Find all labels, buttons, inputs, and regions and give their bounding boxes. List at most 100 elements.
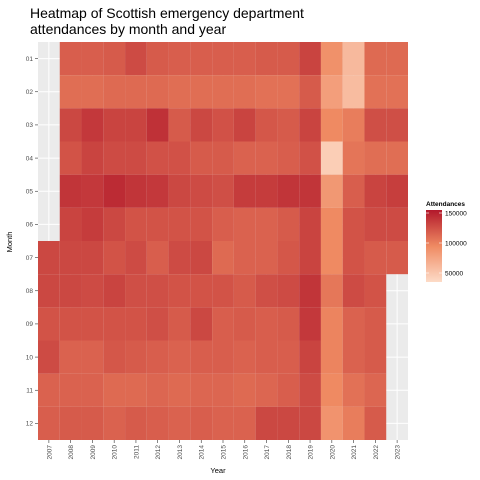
x-tick-label: 2013	[177, 445, 184, 460]
heatmap-cell	[125, 307, 147, 341]
heatmap-cell	[277, 75, 300, 109]
heatmap-cell	[255, 108, 278, 142]
heatmap-cell	[81, 373, 104, 407]
heatmap-cell	[146, 340, 169, 374]
heatmap-cell	[81, 207, 104, 241]
x-tick-label: 2023	[395, 445, 402, 460]
y-tick-label: 08	[26, 288, 34, 295]
heatmap-cell	[212, 406, 234, 440]
heatmap-cell	[277, 340, 300, 374]
heatmap-cell	[146, 42, 169, 76]
heatmap-cell	[233, 174, 256, 208]
heatmap-cell	[125, 174, 147, 208]
heatmap-cell	[277, 141, 300, 175]
heatmap-cell	[320, 406, 343, 440]
heatmap-cell	[168, 108, 191, 142]
heatmap-cell	[299, 42, 321, 76]
x-tick-label: 2015	[221, 445, 228, 460]
heatmap-cell	[386, 141, 408, 175]
heatmap-cell	[59, 307, 82, 341]
x-tick-label: 2018	[286, 445, 293, 460]
heatmap-cell	[212, 241, 234, 275]
heatmap-cell	[168, 340, 191, 374]
heatmap-cell	[342, 108, 365, 142]
heatmap-cell	[190, 75, 213, 109]
legend-tick-label: 50000	[445, 270, 463, 277]
heatmap-cell	[190, 274, 213, 308]
heatmap-cell	[81, 174, 104, 208]
heatmap-cell	[299, 340, 321, 374]
heatmap-cell	[320, 108, 343, 142]
heatmap-cell	[364, 42, 387, 76]
heatmap-cell	[103, 42, 126, 76]
heatmap-cell	[59, 241, 82, 275]
heatmap-cell	[212, 373, 234, 407]
heatmap-cell	[233, 307, 256, 341]
heatmap-cell	[168, 406, 191, 440]
heatmap-cell	[255, 373, 278, 407]
heatmap-cell	[299, 174, 321, 208]
heatmap-cell	[103, 274, 126, 308]
x-tick-label: 2017	[264, 445, 271, 460]
heatmap-cell	[190, 108, 213, 142]
heatmap-cell	[277, 406, 300, 440]
heatmap-cell	[190, 307, 213, 341]
heatmap-cell	[299, 141, 321, 175]
x-tick-label: 2008	[68, 445, 75, 460]
heatmap-cell	[233, 75, 256, 109]
heatmap-cell	[168, 241, 191, 275]
heatmap-cell	[255, 75, 278, 109]
heatmap-cell	[81, 241, 104, 275]
heatmap-cell	[59, 42, 82, 76]
chart-title: Heatmap of Scottish emergency department…	[30, 5, 304, 37]
heatmap-cell	[103, 241, 126, 275]
heatmap-cell	[364, 141, 387, 175]
heatmap-cell	[320, 241, 343, 275]
heatmap-cell	[277, 241, 300, 275]
heatmap-cell	[168, 42, 191, 76]
heatmap-cell	[212, 141, 234, 175]
heatmap-cell	[103, 207, 126, 241]
y-axis-title: Month	[5, 232, 14, 253]
heatmap-cell	[320, 340, 343, 374]
heatmap-cell	[342, 241, 365, 275]
x-tick-label: 2011	[133, 445, 140, 459]
y-tick-label: 03	[26, 122, 34, 129]
heatmap-cell	[320, 207, 343, 241]
heatmap-cell	[81, 42, 104, 76]
heatmap-cell	[386, 42, 408, 76]
heatmap-cell	[59, 274, 82, 308]
heatmap-cell	[299, 207, 321, 241]
heatmap-cell	[364, 373, 387, 407]
x-tick-label: 2020	[329, 445, 336, 460]
heatmap-cell	[364, 406, 387, 440]
heatmap-cell	[364, 75, 387, 109]
heatmap-cell	[103, 75, 126, 109]
heatmap-cell	[146, 373, 169, 407]
heatmap-cell	[168, 373, 191, 407]
heatmap-cell	[255, 340, 278, 374]
heatmap-cell	[299, 307, 321, 341]
heatmap-cell	[190, 42, 213, 76]
heatmap-cell	[59, 141, 82, 175]
heatmap-cell	[81, 406, 104, 440]
heatmap-cell	[386, 108, 408, 142]
y-tick-label: 09	[26, 321, 34, 328]
heatmap-cell	[190, 207, 213, 241]
chart-title-line-1: Heatmap of Scottish emergency department	[30, 5, 304, 21]
heatmap-cell	[146, 406, 169, 440]
heatmap-cell	[81, 75, 104, 109]
heatmap-cell	[320, 42, 343, 76]
heatmap-cell	[168, 174, 191, 208]
heatmap-cell	[146, 241, 169, 275]
heatmap-cell	[277, 174, 300, 208]
heatmap-cell	[342, 274, 365, 308]
heatmap-cell	[212, 340, 234, 374]
x-tick-label: 2012	[155, 445, 162, 460]
heatmap-cell	[146, 307, 169, 341]
heatmap-cell	[212, 108, 234, 142]
heatmap-cell	[103, 307, 126, 341]
heatmap-cell	[299, 75, 321, 109]
heatmap-cell	[233, 207, 256, 241]
heatmap-cell	[146, 207, 169, 241]
